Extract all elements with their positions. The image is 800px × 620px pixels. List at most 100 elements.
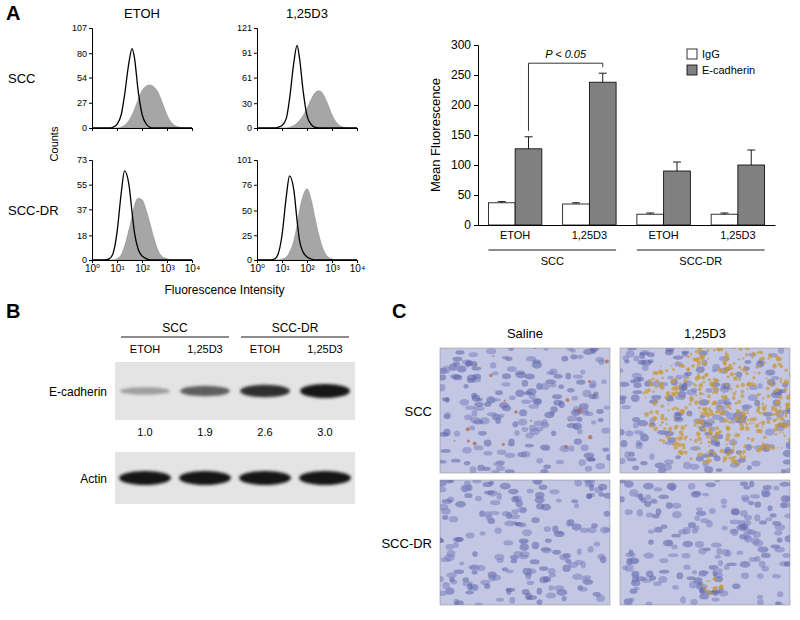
- nucleus: [694, 516, 700, 521]
- nuclei: [440, 348, 610, 473]
- stain-dot: [761, 421, 766, 426]
- stain-dot: [707, 400, 710, 403]
- error-bar: [747, 150, 755, 165]
- tick-label: 50: [242, 206, 252, 216]
- stain-dot: [746, 382, 750, 386]
- staining: [440, 348, 610, 449]
- tick-mark: [474, 135, 478, 136]
- stain-dot: [699, 392, 703, 396]
- tick: 121: [237, 23, 257, 33]
- nucleus: [483, 467, 491, 471]
- nucleus: [525, 593, 532, 600]
- legend: IgGE-cadherin: [687, 48, 755, 76]
- micrograph-frame: [620, 480, 790, 605]
- stain-dot: [775, 411, 780, 416]
- stain-dot: [681, 397, 683, 399]
- stain-dot: [649, 410, 653, 414]
- nucleus: [512, 421, 518, 427]
- stain-dot: [683, 379, 687, 383]
- nucleus: [634, 430, 643, 434]
- tick: 50: [458, 188, 478, 202]
- nucleus: [688, 483, 695, 490]
- group-label: SCC-DR: [272, 321, 319, 335]
- nucleus: [470, 466, 477, 473]
- stain-dot: [696, 365, 698, 367]
- nucleus: [585, 480, 593, 485]
- nucleus: [497, 450, 506, 455]
- group-label: SCC: [162, 321, 188, 335]
- nucleus: [741, 573, 749, 579]
- nucleus: [469, 565, 477, 570]
- nucleus: [629, 598, 635, 602]
- tick-label: 10⁴: [185, 263, 200, 274]
- nucleus: [701, 571, 709, 575]
- stain-dot: [702, 584, 705, 587]
- stain-dot: [762, 397, 764, 399]
- stain-dot: [759, 423, 761, 425]
- nucleus: [552, 550, 561, 555]
- nucleus: [548, 585, 554, 590]
- error-bar: [599, 73, 607, 82]
- tick: 30: [242, 99, 257, 109]
- nucleus: [620, 397, 626, 404]
- nucleus: [660, 558, 669, 563]
- nucleus: [777, 591, 783, 597]
- tick-mark: [254, 185, 257, 186]
- nucleus: [671, 545, 677, 550]
- tick: 101: [237, 155, 257, 165]
- error-bar: [646, 213, 654, 214]
- nucleus: [554, 374, 563, 379]
- error-bar: [524, 137, 532, 149]
- nucleus: [690, 464, 699, 470]
- nucleus: [591, 420, 596, 424]
- nucleus: [755, 556, 761, 562]
- stain-dot: [709, 445, 711, 447]
- stain-dot: [707, 358, 709, 360]
- row-label: SCC-DR: [381, 536, 432, 551]
- stain-dot: [673, 426, 677, 430]
- band: [120, 387, 170, 394]
- error-bar: [673, 162, 681, 171]
- tick: 54: [77, 73, 92, 83]
- nucleus: [530, 559, 540, 564]
- nucleus: [454, 431, 460, 437]
- nucleus: [587, 493, 592, 498]
- nucleus: [544, 411, 554, 418]
- stain-dot: [760, 359, 762, 361]
- stain-dot: [699, 411, 701, 413]
- column-title: ETOH: [124, 6, 160, 21]
- nucleus: [457, 365, 466, 372]
- nucleus: [649, 576, 656, 581]
- nucleus: [666, 540, 673, 546]
- stain-dot: [698, 426, 701, 429]
- stain-dot: [708, 459, 712, 463]
- stain-dot: [652, 401, 657, 406]
- nucleus: [768, 505, 773, 511]
- tick-mark: [307, 128, 308, 131]
- nucleus: [558, 385, 564, 389]
- histogram-line: [257, 176, 357, 260]
- nucleus: [624, 480, 634, 487]
- nucleus: [633, 390, 643, 394]
- nucleus: [758, 546, 769, 552]
- nucleus: [505, 453, 516, 458]
- stain-dot: [668, 409, 670, 411]
- nucleus: [475, 496, 482, 502]
- nucleus: [671, 379, 678, 386]
- nucleus: [776, 602, 784, 605]
- nucleus: [745, 360, 752, 364]
- stain-dot: [758, 372, 761, 375]
- histogram: 10⁰10¹10²10³10⁴0255076101: [237, 155, 365, 274]
- nucleus: [682, 553, 691, 559]
- nucleus: [757, 595, 763, 600]
- tick-label: 200: [451, 98, 471, 112]
- stain-dot: [774, 419, 776, 421]
- nucleus: [465, 591, 474, 595]
- nucleus: [441, 508, 450, 515]
- stain-dot: [747, 437, 750, 440]
- stain-dot: [689, 457, 692, 460]
- stain-dot: [762, 408, 764, 410]
- tick-mark: [254, 160, 257, 161]
- stain-dot: [454, 440, 456, 442]
- tick: [307, 128, 308, 131]
